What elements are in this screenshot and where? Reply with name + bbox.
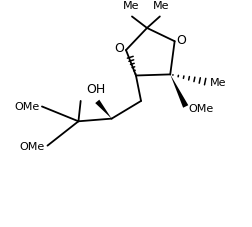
Text: OMe: OMe [14,101,39,111]
Text: Me: Me [123,1,139,11]
Text: Me: Me [210,78,227,88]
Text: O: O [176,34,186,47]
Text: Me: Me [153,1,169,11]
Text: OMe: OMe [20,142,45,152]
Text: O: O [114,42,124,55]
Polygon shape [95,100,112,119]
Polygon shape [170,75,188,108]
Text: OMe: OMe [188,103,214,113]
Text: OH: OH [86,83,106,96]
